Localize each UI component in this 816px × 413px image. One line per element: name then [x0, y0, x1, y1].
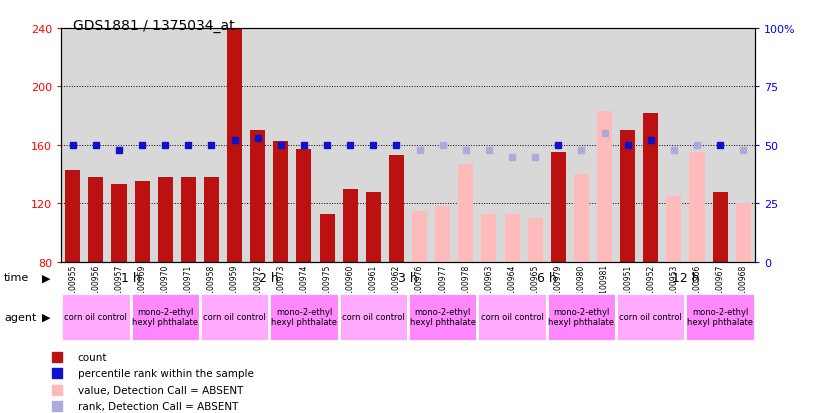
Text: agent: agent	[4, 312, 37, 322]
Bar	[339, 293, 408, 341]
Bar	[204, 178, 219, 262]
Bar	[597, 112, 612, 262]
Text: corn oil control: corn oil control	[342, 313, 405, 321]
Bar	[389, 156, 404, 262]
Text: mono-2-ethyl
hexyl phthalate: mono-2-ethyl hexyl phthalate	[271, 307, 337, 327]
Text: mono-2-ethyl
hexyl phthalate: mono-2-ethyl hexyl phthalate	[687, 307, 753, 327]
Bar	[135, 182, 149, 262]
Bar	[481, 214, 496, 262]
Bar	[157, 178, 173, 262]
Bar	[574, 175, 589, 262]
Text: ▶: ▶	[42, 312, 51, 322]
Bar	[616, 293, 685, 341]
Bar	[296, 150, 312, 262]
Bar	[88, 178, 104, 262]
Text: corn oil control: corn oil control	[203, 313, 266, 321]
Text: 6 h: 6 h	[537, 271, 557, 284]
Bar	[408, 293, 477, 341]
Text: percentile rank within the sample: percentile rank within the sample	[78, 368, 254, 378]
Text: count: count	[78, 352, 107, 362]
Bar	[61, 293, 131, 341]
Bar	[200, 293, 269, 341]
Text: corn oil control: corn oil control	[619, 313, 682, 321]
Bar	[65, 171, 80, 262]
Bar	[551, 153, 565, 262]
Text: 1 h: 1 h	[121, 271, 140, 284]
Bar	[504, 214, 520, 262]
Bar	[643, 114, 659, 262]
Text: 3 h: 3 h	[398, 271, 418, 284]
Text: ▶: ▶	[42, 273, 51, 283]
Text: GDS1881 / 1375034_at: GDS1881 / 1375034_at	[73, 19, 235, 33]
Bar	[690, 153, 704, 262]
Text: value, Detection Call = ABSENT: value, Detection Call = ABSENT	[78, 385, 243, 395]
Bar	[343, 189, 357, 262]
Bar	[412, 211, 427, 262]
Text: mono-2-ethyl
hexyl phthalate: mono-2-ethyl hexyl phthalate	[132, 307, 198, 327]
Bar	[736, 204, 751, 262]
Text: corn oil control: corn oil control	[481, 313, 543, 321]
Text: rank, Detection Call = ABSENT: rank, Detection Call = ABSENT	[78, 401, 238, 411]
Text: corn oil control: corn oil control	[64, 313, 127, 321]
Bar	[269, 293, 339, 341]
Bar	[131, 293, 200, 341]
Bar	[320, 214, 335, 262]
Bar	[685, 293, 755, 341]
Text: 12 h: 12 h	[672, 271, 699, 284]
Bar	[528, 218, 543, 262]
Bar	[251, 131, 265, 262]
Text: mono-2-ethyl
hexyl phthalate: mono-2-ethyl hexyl phthalate	[548, 307, 614, 327]
Bar	[273, 141, 288, 262]
Text: 2 h: 2 h	[259, 271, 279, 284]
Text: time: time	[4, 273, 29, 283]
Bar	[181, 178, 196, 262]
Bar	[620, 131, 635, 262]
Text: mono-2-ethyl
hexyl phthalate: mono-2-ethyl hexyl phthalate	[410, 307, 476, 327]
Bar	[227, 29, 242, 262]
Bar	[459, 164, 473, 262]
Bar	[712, 192, 728, 262]
Bar	[667, 197, 681, 262]
Bar	[435, 207, 450, 262]
Bar	[477, 293, 547, 341]
Bar	[547, 293, 616, 341]
Bar	[112, 185, 126, 262]
Bar	[366, 192, 381, 262]
